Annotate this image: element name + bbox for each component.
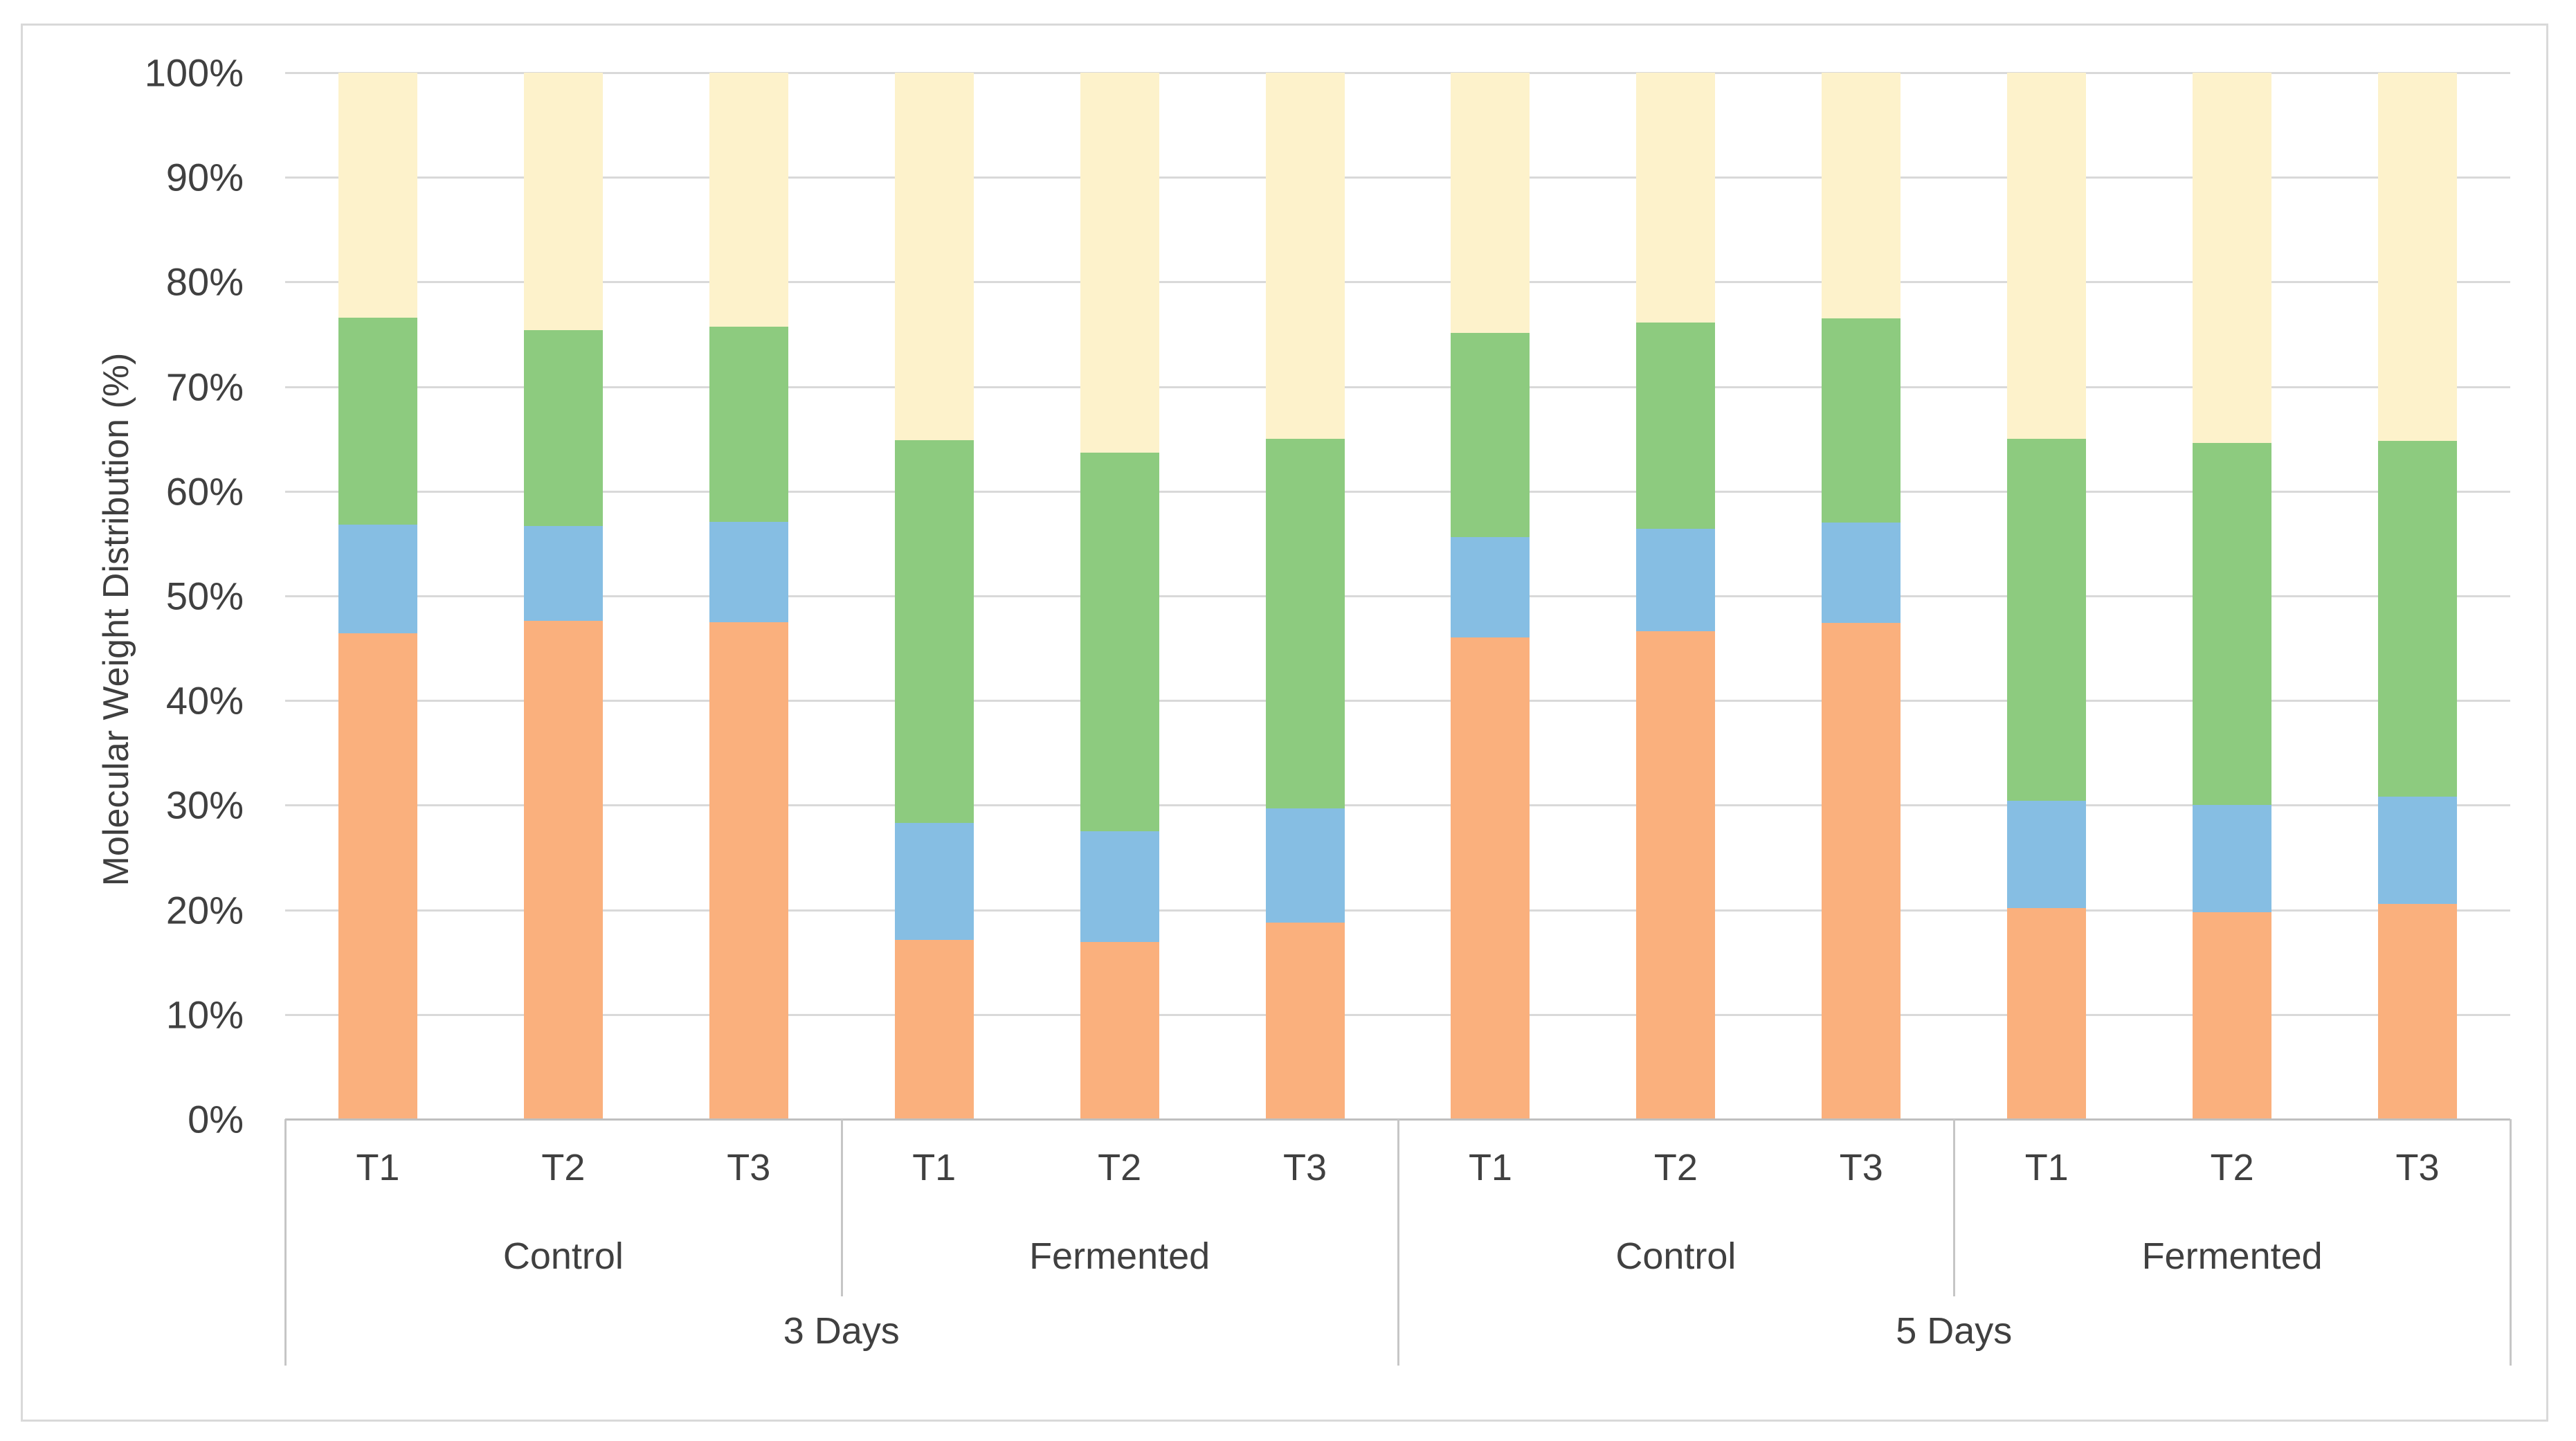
bar-segment-segment-3-green-cat1 [338, 317, 417, 525]
bar-segment-segment-2-blue-cat1 [338, 525, 417, 634]
y-tick-label-40: 40% [165, 678, 244, 723]
bar-segment-segment-4-cream-top-cat3 [709, 73, 788, 327]
y-axis-tick-labels: 0% 10% 20% 30% 40% 50% 60% 70% 80% 90% 100% [23, 26, 2546, 1420]
bar-segment-segment-1-orange-bottom-cat8 [1636, 631, 1716, 1119]
bar-segment-segment-3-green-cat7 [1451, 333, 1530, 538]
y-tick-label-90: 90% [165, 155, 244, 199]
bar-segment-segment-1-orange-bottom-cat3 [709, 622, 788, 1119]
bar-segment-segment-1-orange-bottom-cat7 [1451, 637, 1530, 1119]
y-tick-label-20: 20% [165, 888, 244, 932]
bar-segment-segment-1-orange-bottom-cat6 [1265, 922, 1345, 1119]
x-axis-duration-label: 3 Days [783, 1310, 900, 1352]
bar-segment-segment-2-blue-cat12 [2378, 797, 2458, 904]
bar-segment-segment-4-cream-top-cat6 [1265, 73, 1345, 439]
bar-segment-segment-2-blue-cat5 [1080, 831, 1159, 943]
bar-segment-segment-4-cream-top-cat10 [2007, 73, 2087, 439]
x-axis-treatment-label: Fermented [2141, 1235, 2323, 1277]
bar-segment-segment-3-green-cat3 [709, 327, 788, 522]
bar-segment-segment-3-green-cat4 [894, 439, 974, 824]
bar-segment-segment-1-orange-bottom-cat10 [2007, 907, 2087, 1119]
y-tick-label-80: 80% [165, 260, 244, 304]
label-area-left-border [284, 1119, 287, 1366]
bar-segment-segment-3-green-cat8 [1636, 323, 1716, 529]
x-axis-time-label: T1 [2024, 1147, 2069, 1188]
gridline-70 [285, 386, 2510, 388]
x-axis-time-label: T2 [1098, 1147, 1142, 1188]
gridline-50 [285, 595, 2510, 597]
bar-segment-segment-1-orange-bottom-cat2 [523, 621, 603, 1119]
chart-frame: 0% 10% 20% 30% 40% 50% 60% 70% 80% 90% 100% Molecu… [21, 24, 2548, 1422]
bar-segment-segment-4-cream-top-cat7 [1451, 73, 1530, 334]
bars-layer [23, 26, 2546, 1420]
bar-segment-segment-2-blue-cat10 [2007, 801, 2087, 908]
treatment-separator [1953, 1119, 1956, 1296]
x-axis-time-label: T3 [727, 1147, 771, 1188]
bar-segment-segment-2-blue-cat3 [709, 521, 788, 622]
gridline-40 [285, 700, 2510, 703]
x-axis-treatment-label: Fermented [1029, 1235, 1210, 1277]
bar-segment-segment-3-green-cat11 [2193, 443, 2272, 806]
gridline-10 [285, 1013, 2510, 1016]
bar-segment-segment-4-cream-top-cat1 [338, 73, 417, 318]
x-axis-time-label: T1 [912, 1147, 956, 1188]
bar-segment-segment-2-blue-cat8 [1636, 529, 1716, 632]
y-tick-label-50: 50% [165, 574, 244, 618]
x-axis-treatment-label: Control [1615, 1235, 1736, 1277]
y-tick-label-100: 100% [144, 51, 244, 95]
gridline-60 [285, 490, 2510, 493]
bar-segment-segment-3-green-cat10 [2007, 439, 2087, 801]
x-axis-time-label: T1 [356, 1147, 400, 1188]
y-tick-label-70: 70% [165, 365, 244, 409]
bar-segment-segment-4-cream-top-cat12 [2378, 73, 2458, 442]
bar-segment-segment-2-blue-cat6 [1265, 808, 1345, 923]
x-axis-time-label: T2 [541, 1147, 586, 1188]
x-axis-labels-layer: T1 T2 T3 Control T1 T2 T3 Fermented 3 Days T1 T2 T3… [23, 26, 2546, 1420]
bar-segment-segment-1-orange-bottom-cat12 [2378, 903, 2458, 1119]
bar-segment-segment-3-green-cat6 [1265, 439, 1345, 808]
bar-segment-segment-1-orange-bottom-cat1 [338, 633, 417, 1119]
gridline-100 [285, 72, 2510, 74]
x-axis-time-label: T3 [1283, 1147, 1327, 1188]
bar-segment-segment-2-blue-cat11 [2193, 805, 2272, 912]
bar-segment-segment-2-blue-cat9 [1822, 523, 1901, 624]
gridlines-layer [23, 26, 2546, 1420]
bar-segment-segment-4-cream-top-cat8 [1636, 73, 1716, 323]
bar-segment-segment-4-cream-top-cat11 [2193, 73, 2272, 444]
bar-segment-segment-4-cream-top-cat5 [1080, 73, 1159, 453]
bar-segment-segment-1-orange-bottom-cat9 [1822, 623, 1901, 1119]
y-tick-label-0: 0% [188, 1097, 244, 1141]
gridline-90 [285, 176, 2510, 179]
x-axis-time-label: T2 [2210, 1147, 2254, 1188]
y-tick-label-10: 10% [165, 993, 244, 1037]
x-axis-duration-label: 5 Days [1896, 1310, 2013, 1352]
x-axis-time-label: T3 [2395, 1147, 2440, 1188]
bar-segment-segment-3-green-cat12 [2378, 441, 2458, 797]
y-tick-label-30: 30% [165, 783, 244, 827]
gridline-20 [285, 909, 2510, 912]
x-axis-time-label: T3 [1839, 1147, 1883, 1188]
bar-segment-segment-3-green-cat9 [1822, 318, 1901, 523]
bar-segment-segment-1-orange-bottom-cat4 [894, 940, 974, 1119]
x-axis-time-label: T1 [1468, 1147, 1512, 1188]
bar-segment-segment-1-orange-bottom-cat11 [2193, 912, 2272, 1119]
bar-segment-segment-4-cream-top-cat4 [894, 73, 974, 440]
duration-separator [1397, 1119, 1399, 1366]
x-axis-time-label: T2 [1653, 1147, 1698, 1188]
bar-segment-segment-2-blue-cat7 [1451, 537, 1530, 638]
gridline-80 [285, 281, 2510, 284]
bar-segment-segment-3-green-cat5 [1080, 452, 1159, 832]
bar-segment-segment-2-blue-cat2 [523, 525, 603, 622]
bar-segment-segment-3-green-cat2 [523, 329, 603, 526]
bar-segment-segment-4-cream-top-cat2 [523, 73, 603, 330]
y-tick-label-60: 60% [165, 469, 244, 514]
label-area-right-border [2510, 1119, 2512, 1366]
x-axis-treatment-label: Control [502, 1235, 624, 1277]
bar-segment-segment-1-orange-bottom-cat5 [1080, 942, 1159, 1119]
bar-segment-segment-4-cream-top-cat9 [1822, 73, 1901, 319]
treatment-separator [840, 1119, 843, 1296]
gridline-30 [285, 804, 2510, 807]
bar-segment-segment-2-blue-cat4 [894, 823, 974, 941]
